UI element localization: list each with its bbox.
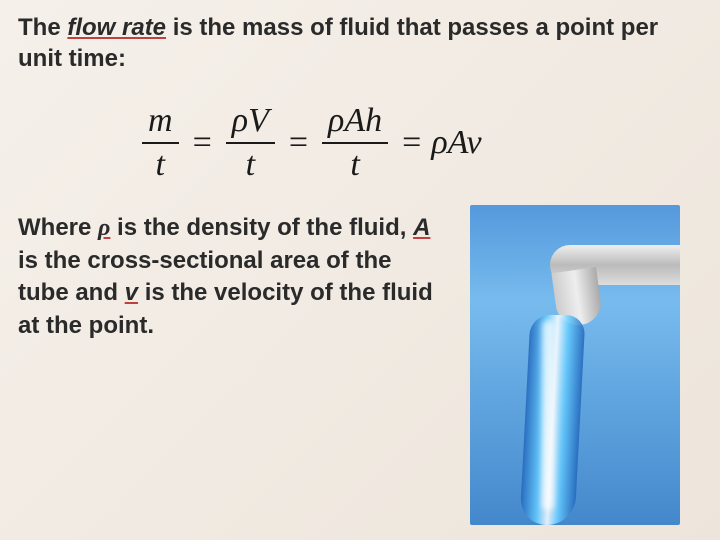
denominator: t <box>344 144 365 184</box>
fraction-rhoV-over-t: ρV t <box>226 102 275 184</box>
equals-sign: = <box>289 124 308 162</box>
equals-sign: = <box>193 124 212 162</box>
desc-part-1: Where <box>18 214 98 241</box>
variable-v: v <box>125 279 138 306</box>
variable-A: A <box>413 214 430 241</box>
equals-sign: = <box>402 124 421 162</box>
flow-rate-equation: m t = ρV t = ρAh t = ρAv <box>138 102 702 184</box>
numerator: ρAh <box>322 102 388 144</box>
faucet-water-image <box>470 205 680 525</box>
fraction-rhoAh-over-t: ρAh t <box>322 102 388 184</box>
variable-rho: ρ <box>98 215 110 241</box>
desc-part-2: is the density of the fluid, <box>110 214 413 241</box>
denominator: t <box>240 144 261 184</box>
denominator: t <box>150 144 171 184</box>
term-flow-rate: flow rate <box>67 14 166 41</box>
intro-prefix: The <box>18 14 67 41</box>
final-term: ρAv <box>431 124 481 162</box>
numerator: m <box>142 102 179 144</box>
numerator: ρV <box>226 102 275 144</box>
fraction-m-over-t: m t <box>142 102 179 184</box>
variable-description: Where ρ is the density of the fluid, A i… <box>18 212 438 342</box>
equation-block: m t = ρV t = ρAh t = ρAv <box>138 102 702 184</box>
faucet-icon <box>520 215 680 305</box>
intro-paragraph: The flow rate is the mass of fluid that … <box>18 12 702 74</box>
